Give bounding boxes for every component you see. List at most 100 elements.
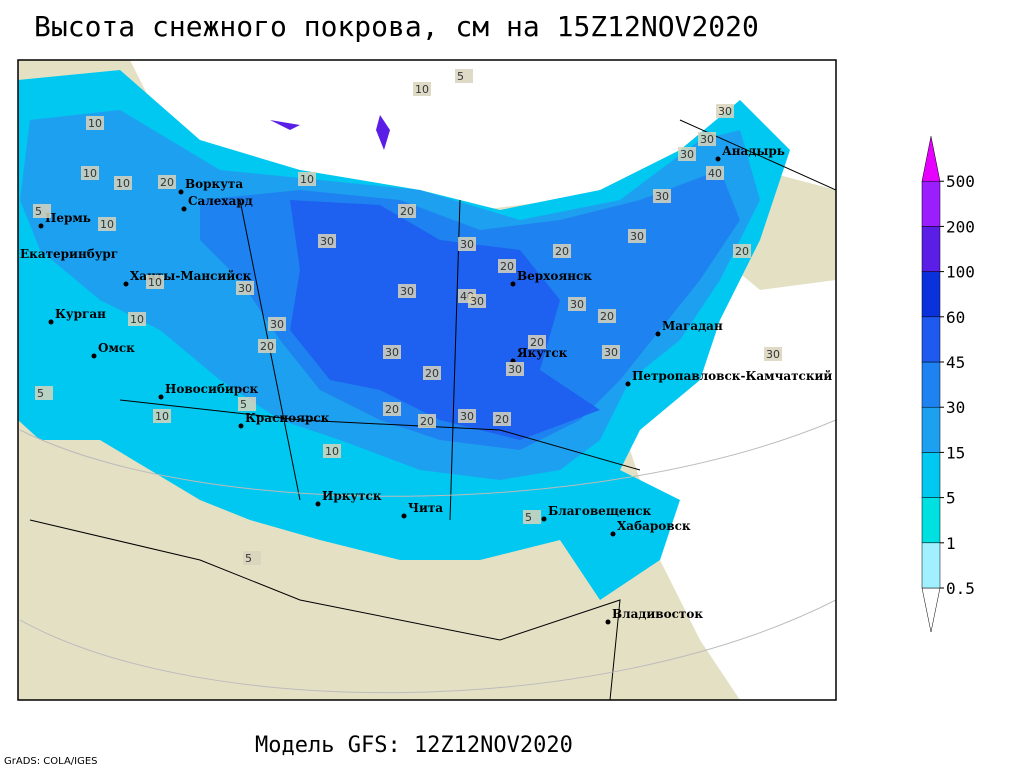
contour-label-box xyxy=(383,402,401,416)
city-dot xyxy=(625,381,631,387)
colorbar-triangle xyxy=(921,136,941,182)
contour-label-box xyxy=(158,175,176,189)
contour-label: 20 xyxy=(600,310,614,323)
city-dot xyxy=(655,331,661,337)
contour-label-box xyxy=(298,172,316,186)
contour-label: 10 xyxy=(116,177,130,190)
colorbar-swatch xyxy=(921,180,941,227)
contour-label: 20 xyxy=(500,260,514,273)
city-dot xyxy=(510,281,516,287)
contour-label: 30 xyxy=(460,410,474,423)
colorbar-label: 60 xyxy=(946,308,965,327)
contour-label-box xyxy=(553,244,571,258)
colorbar-label: 500 xyxy=(946,172,975,191)
contour-label-box xyxy=(268,317,286,331)
contour-label: 30 xyxy=(655,190,669,203)
contour-label: 20 xyxy=(385,403,399,416)
contour-label-box xyxy=(398,284,416,298)
map-title: Высота снежного покрова, см на 15Z12NOV2… xyxy=(34,10,759,43)
contour-label: 30 xyxy=(270,318,284,331)
contour-label: 20 xyxy=(420,415,434,428)
city-dot xyxy=(123,281,129,287)
city-label: Красноярск xyxy=(245,411,330,425)
contour-label: 10 xyxy=(300,173,314,186)
colorbar-label: 45 xyxy=(946,353,965,372)
city-label: Воркута xyxy=(185,177,243,191)
contour-label: 30 xyxy=(460,238,474,251)
contour-label: 5 xyxy=(240,398,247,411)
contour-label-box xyxy=(258,339,276,353)
contour-label: 30 xyxy=(385,346,399,359)
colorbar-swatch xyxy=(921,542,941,589)
contour-label-box xyxy=(383,345,401,359)
contour-label: 30 xyxy=(718,105,732,118)
contour-label: 30 xyxy=(238,282,252,295)
contour-label: 5 xyxy=(245,552,252,565)
contour-label: 5 xyxy=(525,511,532,524)
contour-label: 5 xyxy=(457,70,464,83)
footer: Модель GFS: 12Z12NOV2020 xyxy=(255,733,573,758)
contour-label-box xyxy=(35,386,53,400)
contour-label-box xyxy=(528,335,546,349)
colorbar-label: 1 xyxy=(946,534,956,553)
city-dot xyxy=(158,394,164,400)
contour-label: 30 xyxy=(400,285,414,298)
contour-label: 30 xyxy=(320,235,334,248)
contour-label: 20 xyxy=(495,413,509,426)
contour-label-box xyxy=(413,82,431,96)
contour-label-box xyxy=(418,414,436,428)
contour-label-box xyxy=(493,412,511,426)
colorbar-swatch xyxy=(921,226,941,272)
colorbar-label: 15 xyxy=(946,443,965,462)
contour-label-box xyxy=(323,444,341,458)
contour-label-box xyxy=(458,409,476,423)
contour-label: 30 xyxy=(470,295,484,308)
city-dot xyxy=(91,353,97,359)
city-label: Верхоянск xyxy=(517,269,592,283)
city-label: Якутск xyxy=(517,346,568,360)
contour-label: 20 xyxy=(400,205,414,218)
contour-label: 30 xyxy=(570,298,584,311)
contour-label-box xyxy=(733,244,751,258)
contour-label: 5 xyxy=(35,205,42,218)
city-label: Новосибирск xyxy=(165,382,258,396)
colorbar-label: 100 xyxy=(946,263,975,282)
contour-label: 20 xyxy=(555,245,569,258)
contour-label: 10 xyxy=(130,313,144,326)
contour-label: 20 xyxy=(735,245,749,258)
colorbar-label: 0.5 xyxy=(946,579,975,598)
contour-label: 20 xyxy=(425,367,439,380)
city-dot xyxy=(48,319,54,325)
contour-label-box xyxy=(764,347,782,361)
city-dot xyxy=(610,531,616,537)
contour-label-box xyxy=(114,176,132,190)
city-label: Иркутск xyxy=(322,489,382,503)
contour-label-box xyxy=(236,281,254,295)
contour-label: 10 xyxy=(100,218,114,231)
city-label: Магадан xyxy=(662,319,723,333)
colorbar-swatch xyxy=(921,316,941,363)
city-label: Екатеринбург xyxy=(20,247,118,261)
colorbar-label: 30 xyxy=(946,398,965,417)
contour-label-box xyxy=(653,189,671,203)
credit: GrADS: COLA/IGES xyxy=(4,756,98,767)
city-dot xyxy=(315,501,321,507)
contour-label: 10 xyxy=(148,276,162,289)
contour-label-box xyxy=(678,147,696,161)
colorbar-swatch xyxy=(921,271,941,318)
contour-label-box xyxy=(698,132,716,146)
contour-label: 10 xyxy=(88,117,102,130)
contour-label-box xyxy=(98,217,116,231)
city-label: Салехард xyxy=(188,194,253,208)
contour-label-box xyxy=(86,116,104,130)
contour-label: 30 xyxy=(604,346,618,359)
city-dot xyxy=(605,619,611,625)
city-dot xyxy=(541,516,547,522)
contour-label-box xyxy=(243,551,261,565)
contour-label-box xyxy=(523,510,541,524)
contour-label-box xyxy=(423,366,441,380)
contour-label-box xyxy=(81,166,99,180)
contour-label: 30 xyxy=(766,348,780,361)
city-label: Петропавловск-Камчатский xyxy=(632,369,832,383)
city-label: Омск xyxy=(98,341,135,355)
